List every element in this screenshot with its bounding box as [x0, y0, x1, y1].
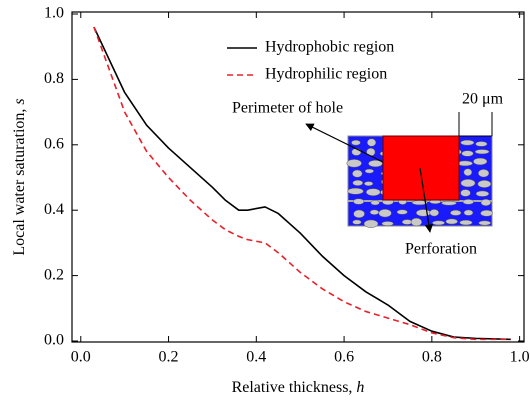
y-tick-label: 0.0 — [44, 332, 64, 349]
pore — [410, 217, 423, 227]
x-axis-label: Relative thickness, h — [232, 379, 365, 396]
pore — [450, 209, 462, 216]
pore — [378, 208, 392, 218]
pore — [457, 160, 473, 167]
pore — [364, 168, 374, 174]
pore — [353, 198, 365, 205]
x-tick-label: 0.4 — [246, 349, 266, 366]
pore — [478, 220, 491, 226]
pore — [432, 220, 445, 226]
y-tick-label: 0.2 — [44, 266, 64, 283]
pore — [441, 200, 457, 206]
pore — [368, 160, 383, 168]
pore — [364, 181, 374, 187]
pore — [477, 180, 492, 188]
pore — [480, 209, 493, 217]
y-axis-label-text: Local water saturation, — [11, 109, 28, 256]
hole — [382, 135, 460, 201]
pore — [365, 188, 381, 196]
annotation: 20 μm — [462, 91, 504, 108]
pore — [445, 218, 458, 225]
x-tick-label: 0.6 — [334, 349, 354, 366]
arrow — [419, 167, 433, 233]
pore — [351, 139, 361, 146]
pore — [462, 199, 474, 205]
pore — [461, 150, 474, 157]
pore — [352, 219, 362, 225]
x-tick-label: 0.2 — [159, 349, 179, 366]
pore — [381, 221, 394, 227]
y-tick-label: 0.4 — [44, 201, 64, 218]
pore — [459, 219, 473, 226]
pore — [480, 198, 492, 206]
plot-frame — [71, 11, 525, 343]
pore — [401, 219, 413, 225]
arrow — [305, 123, 384, 163]
series-line — [93, 26, 511, 341]
pore — [463, 209, 474, 216]
annotation: Perforation — [405, 241, 477, 258]
x-tick-label: 1.0 — [510, 349, 530, 366]
pore — [369, 209, 380, 215]
x-axis-label-text: Relative thickness, — [232, 379, 353, 396]
pore — [475, 141, 488, 147]
pore — [460, 189, 471, 197]
y-axis-label: Local water saturation, s — [11, 98, 28, 255]
series-line — [93, 26, 511, 341]
pore — [366, 138, 377, 147]
pore — [396, 209, 408, 215]
pore — [346, 159, 362, 168]
pore — [363, 219, 379, 228]
y-axis-variable: s — [11, 98, 28, 104]
pore — [370, 200, 380, 206]
x-tick-label: 0.0 — [71, 349, 91, 366]
x-tick-label: 0.8 — [422, 349, 442, 366]
pore — [475, 190, 490, 197]
pore — [473, 157, 488, 166]
pore — [478, 169, 490, 178]
pore — [353, 209, 365, 218]
y-tick-label: 0.6 — [44, 135, 64, 152]
annotation: Perimeter of hole — [232, 100, 343, 117]
pore — [429, 209, 439, 217]
x-axis-variable: h — [356, 379, 364, 396]
pore — [463, 168, 473, 177]
pore — [460, 139, 475, 146]
legend-label: Hydrophobic region — [265, 39, 394, 56]
y-tick-label: 1.0 — [44, 5, 64, 22]
pore — [352, 179, 364, 186]
pore — [347, 187, 364, 195]
pore — [460, 179, 476, 188]
pore — [415, 209, 431, 217]
y-tick-label: 0.8 — [44, 70, 64, 87]
pore — [352, 169, 363, 178]
pore — [474, 149, 490, 155]
legend-label: Hydrophilic region — [265, 66, 387, 83]
inset-diagram — [346, 112, 493, 228]
